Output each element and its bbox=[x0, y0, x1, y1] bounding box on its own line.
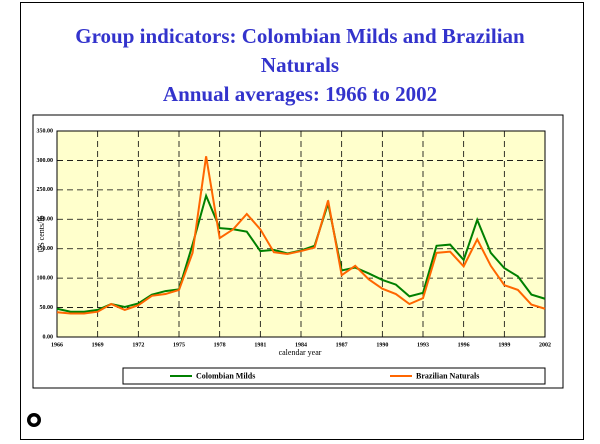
y-tick-label: 0.00 bbox=[43, 334, 54, 340]
y-axis-title: US cents/lb bbox=[37, 215, 46, 252]
y-tick-label: 150.00 bbox=[37, 246, 54, 252]
y-tick-label: 200.00 bbox=[37, 217, 54, 223]
y-tick-label: 300.00 bbox=[37, 158, 54, 164]
x-tick-label: 1999 bbox=[498, 342, 510, 348]
series-line bbox=[56, 156, 546, 315]
x-tick-label: 1993 bbox=[417, 342, 429, 348]
chart-subtitle: Annual averages: 1966 to 2002 bbox=[162, 82, 438, 106]
y-tick-label: 100.00 bbox=[37, 276, 54, 282]
x-tick-label: 2002 bbox=[539, 342, 551, 348]
x-tick-label: 1981 bbox=[254, 342, 266, 348]
x-tick-label: 1984 bbox=[295, 342, 307, 348]
legend-label: Brazilian Naturals bbox=[416, 371, 479, 380]
y-tick-label: 50.00 bbox=[40, 305, 54, 311]
x-tick-label: 1966 bbox=[51, 342, 63, 348]
x-tick-label: 1987 bbox=[336, 342, 348, 348]
logo-inner bbox=[30, 416, 38, 424]
x-tick-label: 1975 bbox=[173, 342, 185, 348]
x-tick-label: 1972 bbox=[132, 342, 144, 348]
y-tick-label: 250.00 bbox=[37, 187, 54, 193]
legend-box bbox=[122, 367, 546, 385]
x-tick-label: 1969 bbox=[92, 342, 104, 348]
chart-title-block: Group indicators: Colombian Milds and Br… bbox=[60, 22, 540, 109]
legend-label: Colombian Milds bbox=[196, 371, 255, 380]
y-tick-label: 350.00 bbox=[37, 128, 54, 134]
x-tick-label: 1978 bbox=[214, 342, 226, 348]
slide-frame bbox=[20, 2, 584, 440]
chart-title: Group indicators: Colombian Milds and Br… bbox=[75, 24, 525, 77]
x-tick-label: 1990 bbox=[376, 342, 388, 348]
x-tick-label: 1996 bbox=[458, 342, 470, 348]
x-axis-title: calendar year bbox=[279, 348, 322, 357]
